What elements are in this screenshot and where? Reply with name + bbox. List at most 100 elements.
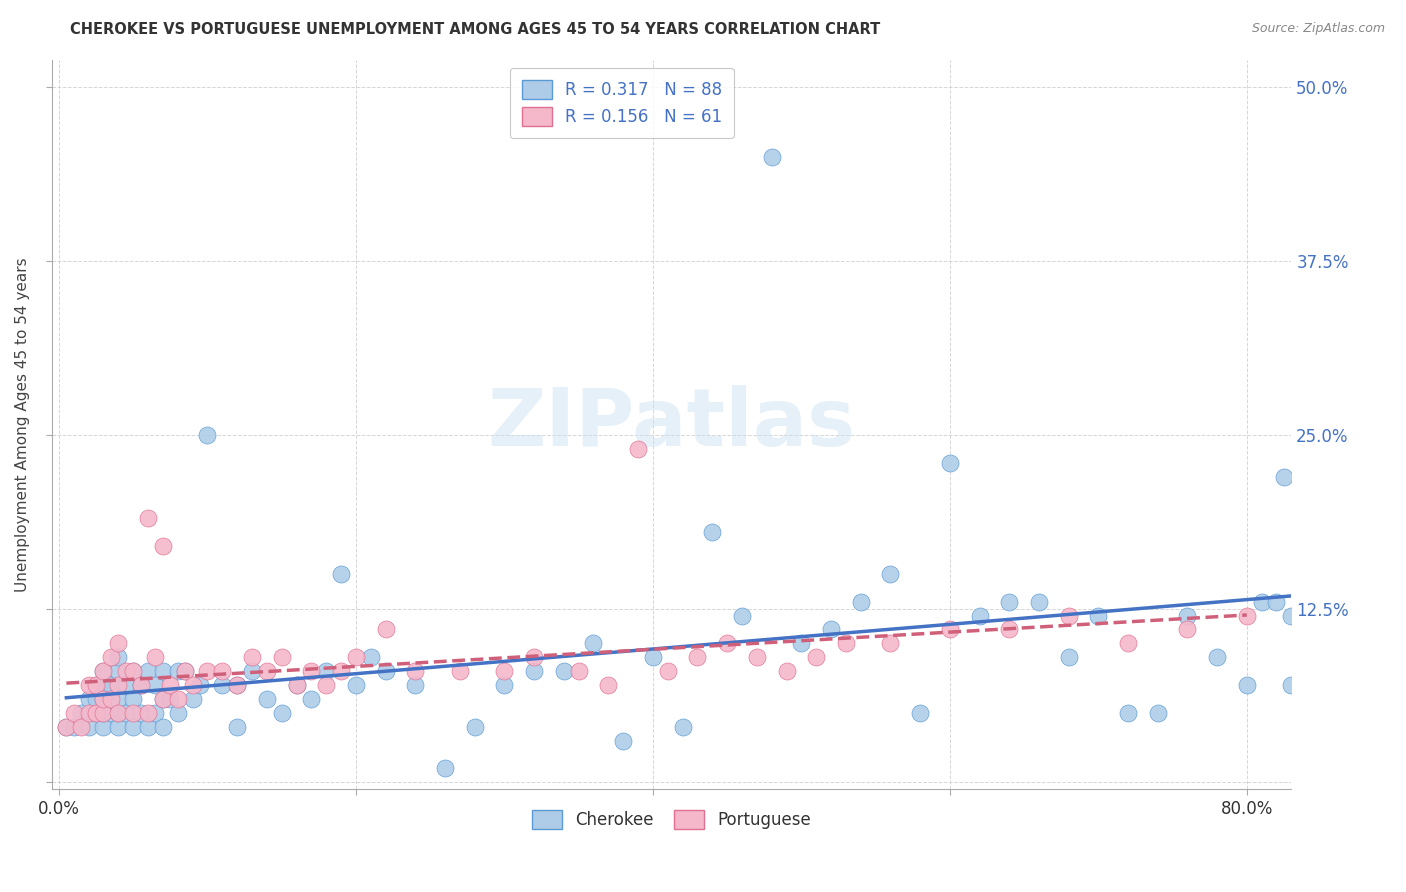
Point — [114, 706, 136, 720]
Text: ZIPatlas: ZIPatlas — [488, 385, 856, 464]
Point — [107, 636, 129, 650]
Point — [270, 650, 292, 665]
Point — [315, 678, 337, 692]
Point — [152, 692, 174, 706]
Point — [434, 761, 457, 775]
Point — [1028, 594, 1050, 608]
Point — [197, 664, 219, 678]
Point — [77, 720, 100, 734]
Point — [166, 664, 188, 678]
Point — [1250, 594, 1272, 608]
Point — [226, 720, 249, 734]
Point — [1146, 706, 1168, 720]
Point — [285, 678, 308, 692]
Point — [84, 706, 107, 720]
Point — [256, 692, 278, 706]
Point — [1265, 594, 1288, 608]
Point — [93, 706, 115, 720]
Point — [494, 678, 516, 692]
Point — [627, 442, 650, 456]
Point — [464, 720, 486, 734]
Point — [745, 650, 768, 665]
Point — [686, 650, 709, 665]
Point — [136, 511, 159, 525]
Point — [62, 706, 84, 720]
Point — [908, 706, 931, 720]
Point — [374, 623, 396, 637]
Point — [93, 720, 115, 734]
Text: CHEROKEE VS PORTUGUESE UNEMPLOYMENT AMONG AGES 45 TO 54 YEARS CORRELATION CHART: CHEROKEE VS PORTUGUESE UNEMPLOYMENT AMON… — [70, 22, 880, 37]
Point — [77, 706, 100, 720]
Point — [330, 566, 353, 581]
Point — [114, 678, 136, 692]
Point — [1236, 608, 1258, 623]
Point — [939, 623, 962, 637]
Point — [159, 678, 181, 692]
Point — [299, 692, 322, 706]
Point — [1087, 608, 1109, 623]
Point — [775, 664, 797, 678]
Point — [84, 692, 107, 706]
Point — [553, 664, 575, 678]
Point — [93, 664, 115, 678]
Point — [1116, 706, 1139, 720]
Point — [70, 706, 93, 720]
Point — [360, 650, 382, 665]
Point — [1236, 678, 1258, 692]
Point — [1057, 608, 1080, 623]
Point — [70, 720, 93, 734]
Point — [181, 692, 204, 706]
Point — [1177, 608, 1199, 623]
Point — [107, 678, 129, 692]
Point — [197, 427, 219, 442]
Point — [761, 150, 783, 164]
Point — [1177, 623, 1199, 637]
Point — [181, 678, 204, 692]
Point — [166, 692, 188, 706]
Point — [77, 678, 100, 692]
Point — [174, 664, 197, 678]
Point — [330, 664, 353, 678]
Point — [100, 678, 122, 692]
Point — [702, 525, 724, 540]
Point — [1057, 650, 1080, 665]
Point — [145, 678, 167, 692]
Point — [641, 650, 664, 665]
Point — [107, 720, 129, 734]
Point — [122, 664, 145, 678]
Point — [344, 678, 367, 692]
Point — [1279, 608, 1302, 623]
Point — [582, 636, 605, 650]
Point — [145, 650, 167, 665]
Point — [93, 664, 115, 678]
Point — [152, 539, 174, 553]
Legend: Cherokee, Portuguese: Cherokee, Portuguese — [526, 803, 817, 836]
Point — [211, 664, 233, 678]
Point — [879, 636, 901, 650]
Point — [315, 664, 337, 678]
Point — [107, 706, 129, 720]
Point — [122, 664, 145, 678]
Point — [93, 678, 115, 692]
Point — [166, 706, 188, 720]
Point — [1279, 678, 1302, 692]
Point — [1272, 469, 1295, 483]
Point — [612, 733, 634, 747]
Point — [285, 678, 308, 692]
Point — [136, 706, 159, 720]
Point — [122, 706, 145, 720]
Point — [939, 456, 962, 470]
Point — [731, 608, 754, 623]
Point — [152, 720, 174, 734]
Point — [270, 706, 292, 720]
Point — [344, 650, 367, 665]
Point — [226, 678, 249, 692]
Point — [174, 664, 197, 678]
Point — [404, 678, 426, 692]
Point — [835, 636, 858, 650]
Point — [136, 720, 159, 734]
Point — [1206, 650, 1229, 665]
Point — [84, 706, 107, 720]
Point — [998, 594, 1021, 608]
Point — [568, 664, 591, 678]
